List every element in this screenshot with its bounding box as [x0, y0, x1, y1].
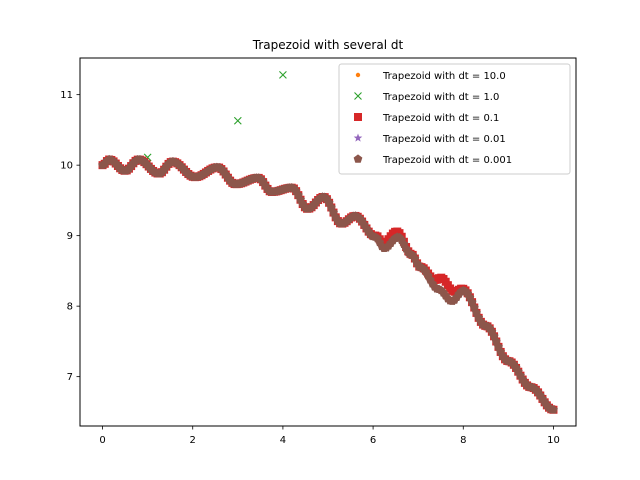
x-tick-label: 2 — [190, 435, 196, 446]
legend-marker — [354, 92, 362, 100]
legend-label: Trapezoid with dt = 1.0 — [382, 92, 499, 103]
legend-marker — [354, 113, 362, 121]
legend-label: Trapezoid with dt = 0.01 — [382, 134, 506, 145]
axis-ticks: 0 2 4 6 8 10 7 8 9 10 11 — [60, 90, 560, 446]
y-tick-label: 10 — [60, 161, 73, 172]
legend-label: Trapezoid with dt = 0.001 — [382, 155, 512, 166]
legend-marker — [353, 154, 363, 163]
y-tick-label: 8 — [67, 302, 73, 313]
legend-label: Trapezoid with dt = 10.0 — [382, 71, 506, 82]
legend-entry: Trapezoid with dt = 10.0 — [355, 71, 506, 82]
legend-entry: Trapezoid with dt = 0.001 — [353, 154, 512, 166]
x-tick-label: 10 — [547, 435, 560, 446]
legend-marker — [353, 133, 363, 142]
series-5 — [98, 154, 558, 414]
legend-label: Trapezoid with dt = 0.1 — [382, 113, 499, 124]
y-tick-label: 7 — [67, 372, 73, 383]
data-point — [549, 405, 558, 414]
data-point — [279, 71, 287, 79]
axes-frame — [79, 57, 577, 427]
chart-title: Trapezoid with several dt — [252, 38, 404, 52]
legend-box — [338, 63, 571, 175]
legend: Trapezoid with dt = 10.0 Trapezoid with d… — [338, 63, 571, 175]
legend-entry: Trapezoid with dt = 0.1 — [354, 113, 499, 124]
plot-area — [98, 71, 558, 414]
legend-entry: Trapezoid with dt = 0.01 — [353, 133, 506, 145]
y-tick-label: 9 — [67, 231, 73, 242]
x-tick-label: 4 — [280, 435, 286, 446]
legend-marker — [355, 72, 361, 78]
x-tick-label: 0 — [99, 435, 105, 446]
y-tick-label: 11 — [60, 90, 73, 101]
x-tick-label: 6 — [370, 435, 376, 446]
x-tick-label: 8 — [460, 435, 466, 446]
data-point — [233, 116, 242, 125]
legend-entry: Trapezoid with dt = 1.0 — [354, 92, 499, 103]
